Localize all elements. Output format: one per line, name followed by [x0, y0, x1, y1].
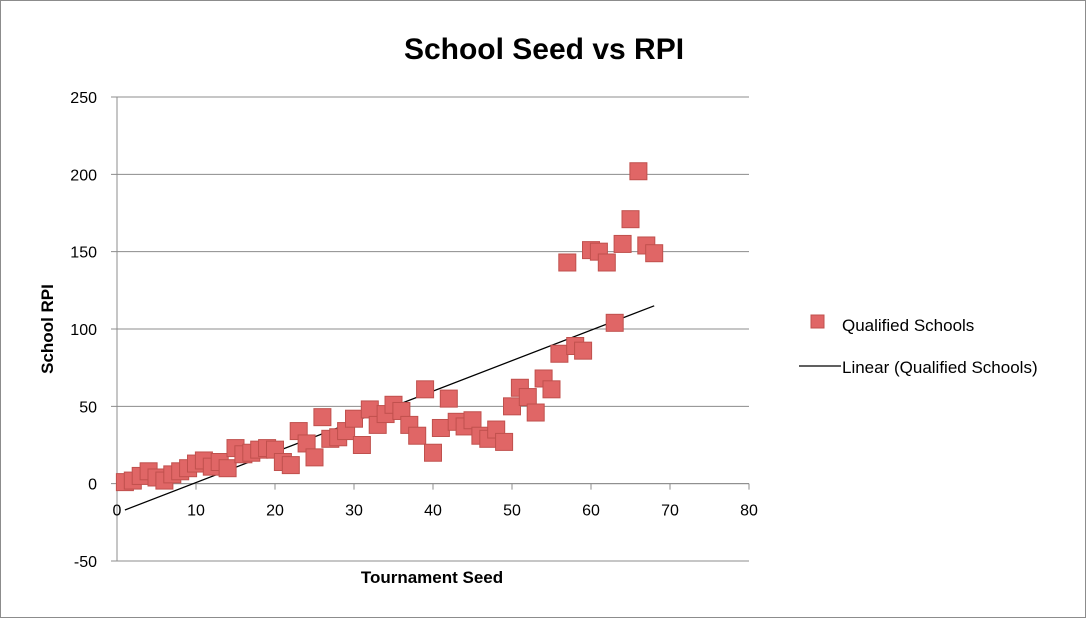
data-point [495, 432, 514, 451]
legend-label-linear: Linear (Qualified Schools) [842, 358, 1038, 377]
data-points [115, 162, 664, 492]
legend-item-linear: Linear (Qualified Schools) [799, 358, 1038, 377]
data-point [542, 380, 561, 399]
data-point [621, 210, 640, 229]
data-point [518, 388, 537, 407]
y-tick-label: 250 [70, 90, 97, 107]
y-tick-label: 0 [88, 477, 97, 494]
legend-label-qualified-schools: Qualified Schools [842, 316, 974, 335]
legend-marker-square [810, 314, 825, 329]
x-axis-title: Tournament Seed [361, 568, 503, 587]
legend: Qualified Schools Linear (Qualified Scho… [799, 314, 1038, 377]
data-point [439, 389, 458, 408]
x-tick-label: 40 [424, 503, 442, 520]
x-tick-label: 0 [113, 503, 122, 520]
x-tick-label: 20 [266, 503, 284, 520]
data-point [360, 400, 379, 419]
data-point [431, 418, 450, 437]
x-tick-label: 70 [661, 503, 679, 520]
legend-item-qualified-schools: Qualified Schools [810, 314, 974, 335]
data-point [424, 443, 442, 462]
y-tick-label: 150 [70, 245, 97, 262]
chart-title: School Seed vs RPI [404, 33, 684, 66]
data-point [645, 244, 664, 263]
x-tick-label: 10 [187, 503, 205, 520]
y-axis-title: School RPI [38, 284, 57, 374]
data-point [503, 397, 521, 416]
data-point [218, 459, 237, 478]
data-point [558, 253, 577, 272]
data-point [574, 341, 593, 360]
data-point [345, 409, 363, 428]
data-point [408, 426, 427, 445]
y-tick-label: -50 [74, 554, 97, 571]
data-point [313, 408, 332, 427]
data-point [526, 403, 545, 422]
y-tick-label: 100 [70, 322, 97, 339]
data-point [352, 436, 371, 454]
y-tick-label: 200 [70, 167, 97, 184]
data-point [605, 313, 624, 332]
data-point [305, 448, 324, 467]
data-point [463, 411, 482, 430]
data-point [629, 162, 648, 181]
data-point [416, 380, 435, 399]
x-tick-label: 80 [740, 503, 758, 520]
data-point [550, 344, 569, 363]
x-tick-label: 60 [582, 503, 600, 520]
y-tick-label: 50 [79, 399, 97, 416]
x-tick-labels: 0 10 20 30 40 50 60 70 80 [113, 503, 758, 520]
x-tick-label: 30 [345, 503, 363, 520]
data-point [281, 456, 300, 475]
gridlines [111, 96, 749, 562]
y-tick-labels: -50 0 50 100 150 200 250 [70, 90, 97, 571]
data-point [613, 234, 632, 253]
x-tick-label: 50 [503, 503, 521, 520]
data-point [597, 253, 616, 272]
